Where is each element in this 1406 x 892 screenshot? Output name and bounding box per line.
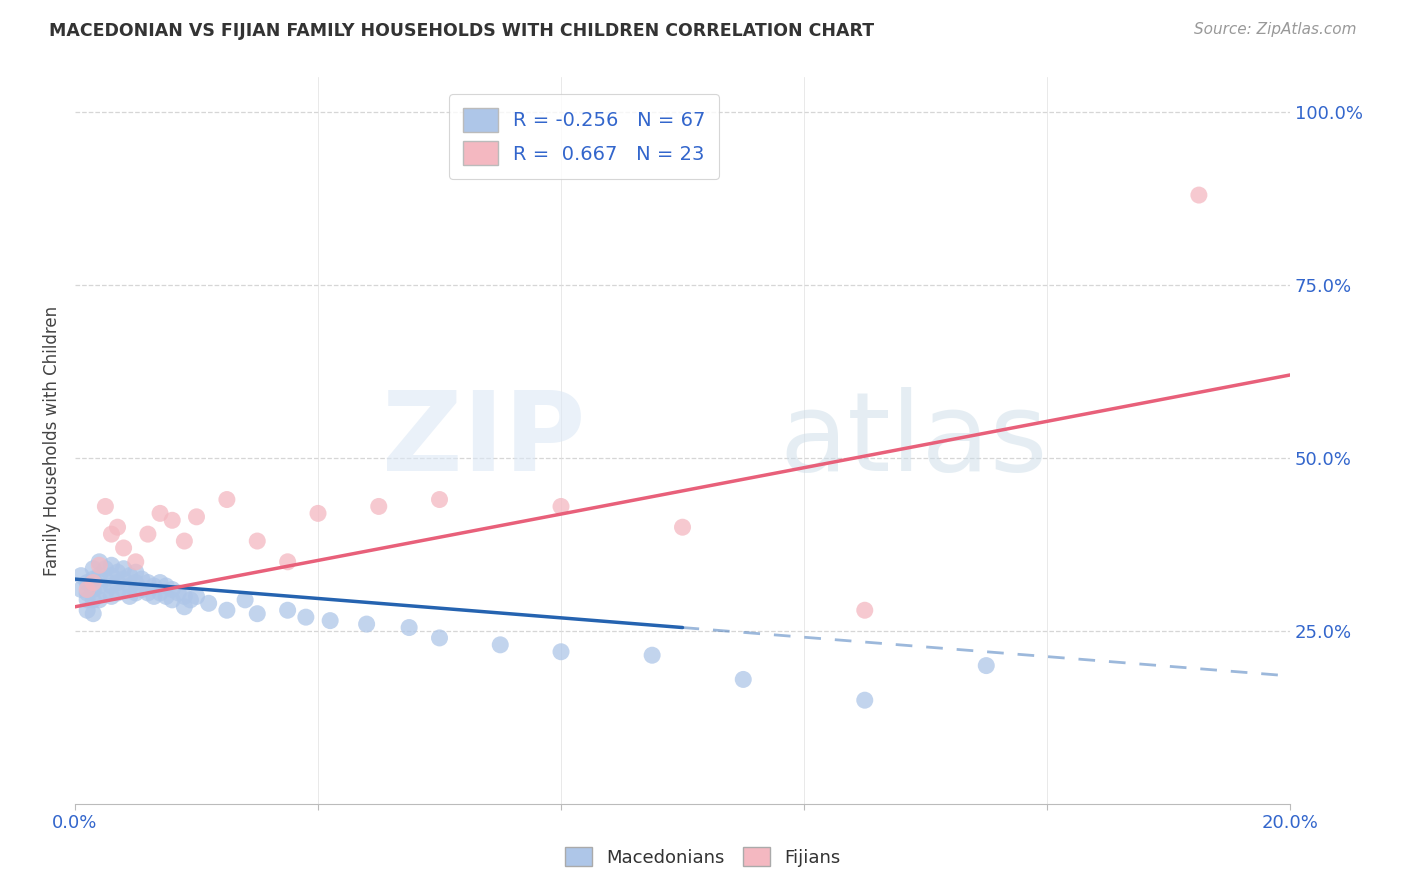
Point — [160, 513, 183, 527]
Point — [76, 592, 98, 607]
Point — [118, 579, 141, 593]
Legend: Macedonians, Fijians: Macedonians, Fijians — [558, 840, 848, 874]
Point — [1188, 188, 1211, 202]
Point — [246, 534, 269, 549]
Point — [118, 568, 141, 582]
Point — [136, 527, 159, 541]
Text: MACEDONIAN VS FIJIAN FAMILY HOUSEHOLDS WITH CHILDREN CORRELATION CHART: MACEDONIAN VS FIJIAN FAMILY HOUSEHOLDS W… — [49, 22, 875, 40]
Point — [160, 592, 183, 607]
Point — [107, 565, 129, 579]
Point — [167, 586, 190, 600]
Point — [131, 582, 153, 597]
Point — [112, 541, 135, 555]
Point — [125, 575, 148, 590]
Point — [131, 572, 153, 586]
Point — [100, 590, 122, 604]
Point — [94, 586, 117, 600]
Point — [70, 582, 93, 597]
Point — [398, 621, 420, 635]
Point — [94, 500, 117, 514]
Point — [89, 555, 111, 569]
Point — [173, 599, 195, 614]
Point — [82, 572, 104, 586]
Point — [100, 568, 122, 582]
Point — [155, 579, 177, 593]
Point — [136, 586, 159, 600]
Point — [89, 592, 111, 607]
Point — [94, 562, 117, 576]
Text: atlas: atlas — [780, 387, 1049, 494]
Point — [107, 575, 129, 590]
Point — [277, 603, 299, 617]
Point — [215, 603, 238, 617]
Point — [853, 693, 876, 707]
Point — [136, 575, 159, 590]
Point — [160, 582, 183, 597]
Point — [149, 586, 172, 600]
Point — [76, 575, 98, 590]
Point — [215, 492, 238, 507]
Point — [277, 555, 299, 569]
Point — [429, 492, 451, 507]
Text: Source: ZipAtlas.com: Source: ZipAtlas.com — [1194, 22, 1357, 37]
Point — [356, 617, 378, 632]
Point — [233, 592, 256, 607]
Point — [94, 572, 117, 586]
Point — [100, 527, 122, 541]
Y-axis label: Family Households with Children: Family Households with Children — [44, 306, 60, 575]
Point — [186, 509, 208, 524]
Point — [125, 565, 148, 579]
Point — [70, 568, 93, 582]
Point — [149, 507, 172, 521]
Point — [112, 562, 135, 576]
Point — [246, 607, 269, 621]
Point — [143, 579, 166, 593]
Point — [179, 592, 201, 607]
Point — [125, 555, 148, 569]
Point — [149, 575, 172, 590]
Point — [173, 534, 195, 549]
Legend: R = -0.256   N = 67, R =  0.667   N = 23: R = -0.256 N = 67, R = 0.667 N = 23 — [450, 95, 720, 178]
Point — [112, 572, 135, 586]
Point — [82, 582, 104, 597]
Point — [76, 603, 98, 617]
Point — [89, 579, 111, 593]
Point — [733, 673, 755, 687]
Point — [550, 500, 572, 514]
Point — [107, 520, 129, 534]
Point — [853, 603, 876, 617]
Point — [112, 582, 135, 597]
Point — [197, 596, 219, 610]
Point — [82, 575, 104, 590]
Point — [100, 579, 122, 593]
Point — [550, 645, 572, 659]
Point — [89, 568, 111, 582]
Point — [100, 558, 122, 573]
Point — [82, 607, 104, 621]
Point — [641, 648, 664, 663]
Point — [125, 586, 148, 600]
Text: ZIP: ZIP — [382, 387, 585, 494]
Point — [89, 558, 111, 573]
Point — [155, 590, 177, 604]
Point — [319, 614, 342, 628]
Point — [429, 631, 451, 645]
Point — [367, 500, 389, 514]
Point — [143, 590, 166, 604]
Point — [76, 582, 98, 597]
Point — [295, 610, 318, 624]
Point — [173, 590, 195, 604]
Point — [489, 638, 512, 652]
Point — [307, 507, 329, 521]
Point — [82, 562, 104, 576]
Point — [974, 658, 997, 673]
Point — [76, 586, 98, 600]
Point — [118, 590, 141, 604]
Point — [107, 586, 129, 600]
Point — [82, 592, 104, 607]
Point — [186, 590, 208, 604]
Point — [671, 520, 693, 534]
